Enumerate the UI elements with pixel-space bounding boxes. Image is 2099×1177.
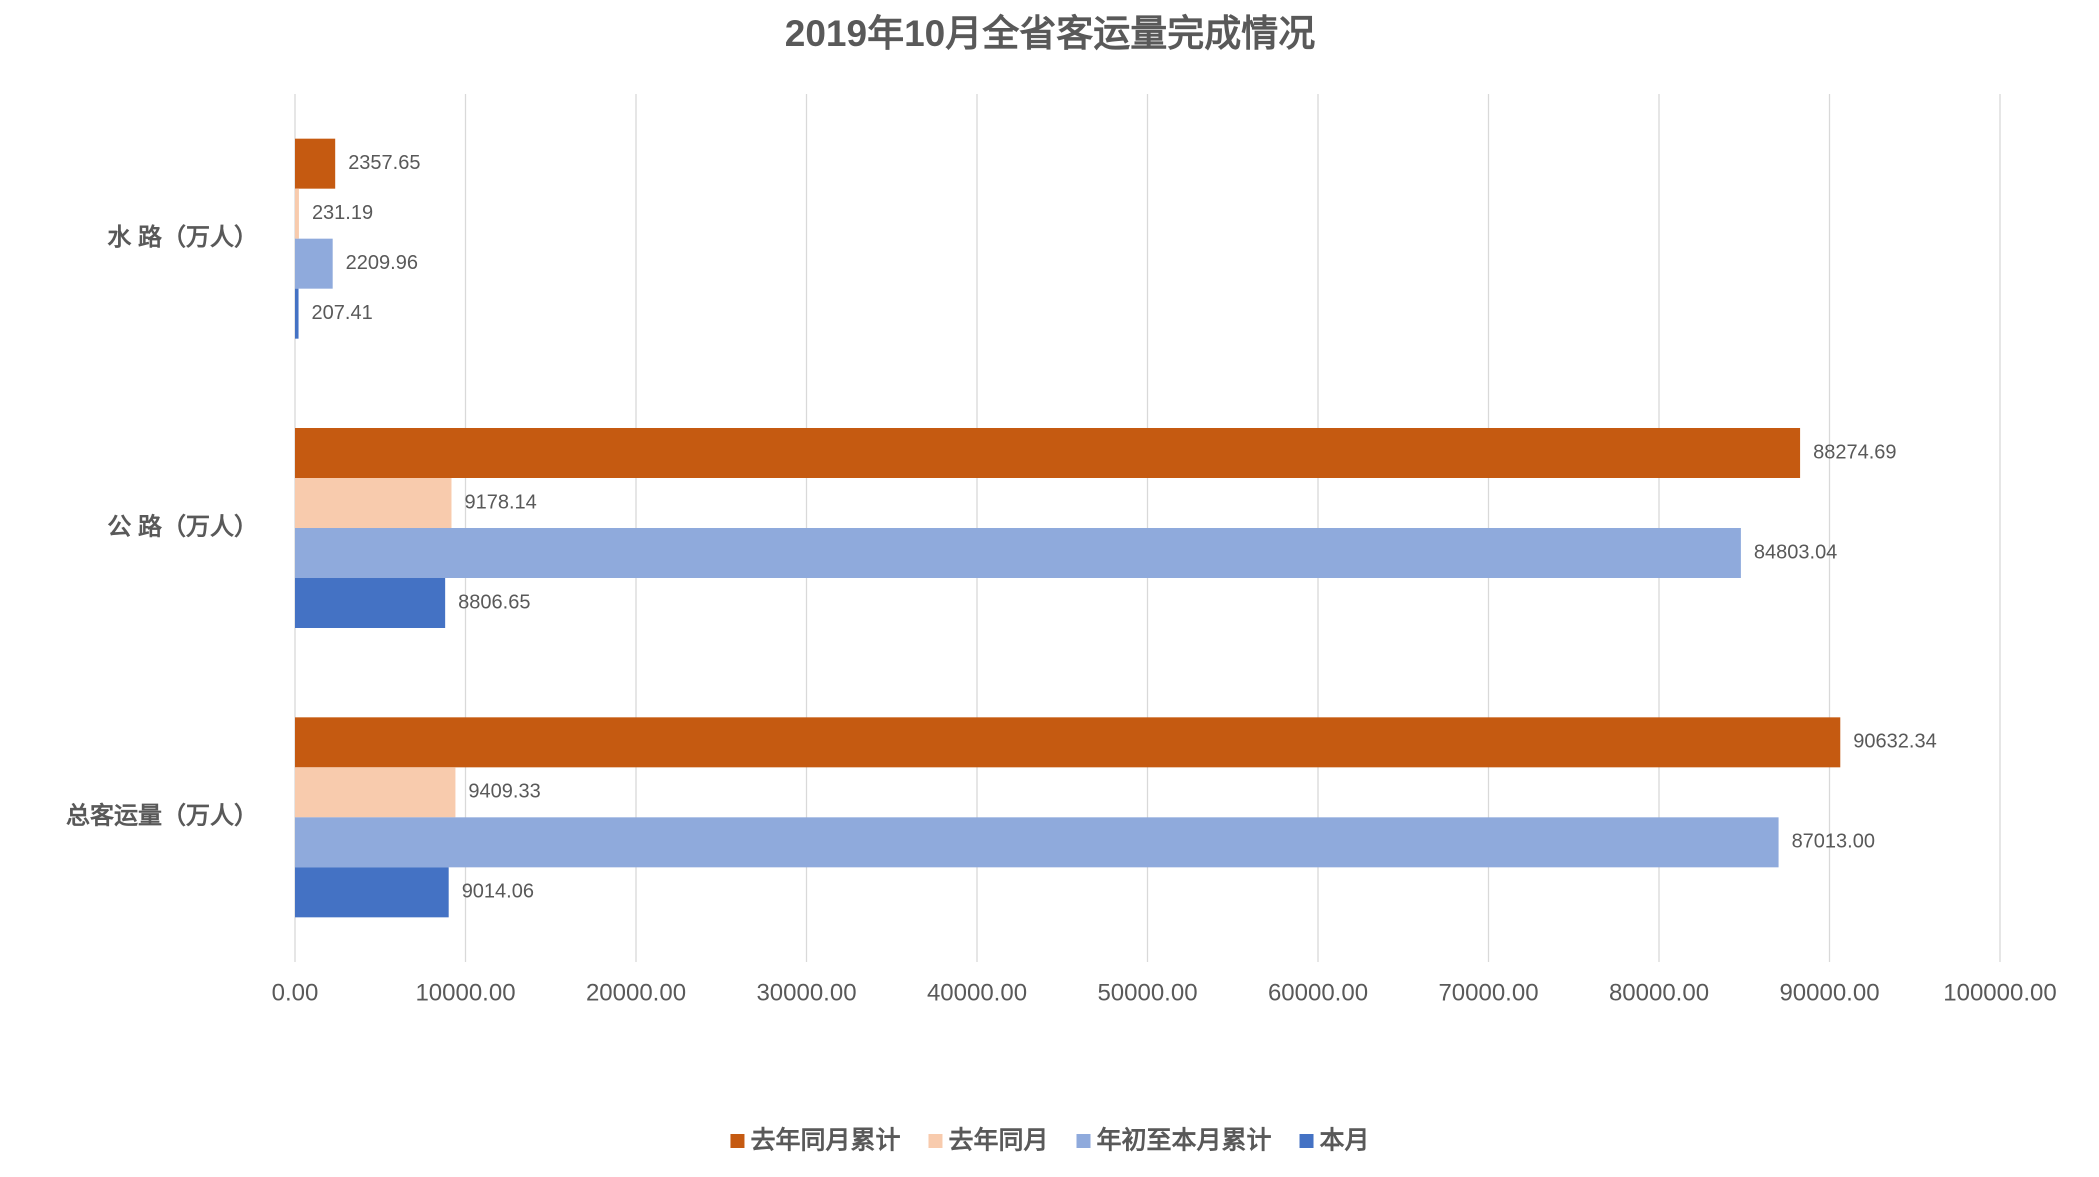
data-label: 84803.04: [1754, 541, 1837, 563]
x-tick-label: 50000.00: [1097, 979, 1197, 1006]
legend-marker: [1076, 1134, 1091, 1148]
x-tick-label: 80000.00: [1609, 979, 1709, 1006]
data-label: 9014.06: [462, 881, 534, 903]
data-label: 88274.69: [1813, 441, 1896, 463]
bar: [295, 578, 446, 628]
data-label: 9178.14: [464, 491, 536, 513]
data-label: 9409.33: [468, 781, 540, 803]
bar: [295, 138, 336, 189]
data-label: 90632.34: [1853, 731, 1936, 753]
x-tick-label: 90000.00: [1779, 979, 1879, 1006]
legend-marker: [1299, 1134, 1314, 1148]
bar: [295, 428, 1801, 478]
data-label: 2209.96: [346, 252, 418, 274]
legend-label: 本月: [1320, 1127, 1370, 1155]
legend-marker: [928, 1134, 943, 1148]
x-tick-label: 70000.00: [1438, 979, 1538, 1006]
x-tick-label: 60000.00: [1268, 979, 1368, 1006]
bar: [295, 188, 299, 239]
x-tick-label: 10000.00: [415, 979, 515, 1006]
bar: [295, 288, 299, 339]
bar: [295, 867, 449, 918]
chart-title: 2019年10月全省客运量完成情况: [785, 12, 1315, 54]
x-tick-label: 30000.00: [756, 979, 856, 1006]
legend-label: 去年同月: [948, 1126, 1048, 1155]
legend-label: 去年同月累计: [750, 1126, 900, 1155]
data-label: 231.19: [312, 202, 373, 224]
bar: [295, 767, 456, 818]
data-label: 8806.65: [458, 591, 530, 613]
bar: [295, 528, 1741, 578]
x-tick-label: 0.00: [272, 979, 319, 1006]
x-tick-label: 40000.00: [927, 979, 1027, 1006]
bar: [295, 717, 1841, 768]
bar: [295, 478, 452, 528]
bar: [295, 817, 1779, 868]
data-label: 2357.65: [348, 152, 420, 174]
bar: [295, 238, 333, 289]
x-tick-label: 100000.00: [1943, 979, 2056, 1006]
y-tick-label: 总客运量（万人）: [66, 802, 258, 830]
y-tick-label: 水 路（万人）: [107, 223, 258, 251]
x-tick-label: 20000.00: [586, 979, 686, 1006]
data-label: 207.41: [312, 302, 373, 324]
legend-label: 年初至本月累计: [1097, 1126, 1272, 1155]
legend-marker: [730, 1134, 745, 1148]
data-label: 87013.00: [1792, 831, 1875, 853]
y-tick-label: 公 路（万人）: [107, 512, 258, 540]
